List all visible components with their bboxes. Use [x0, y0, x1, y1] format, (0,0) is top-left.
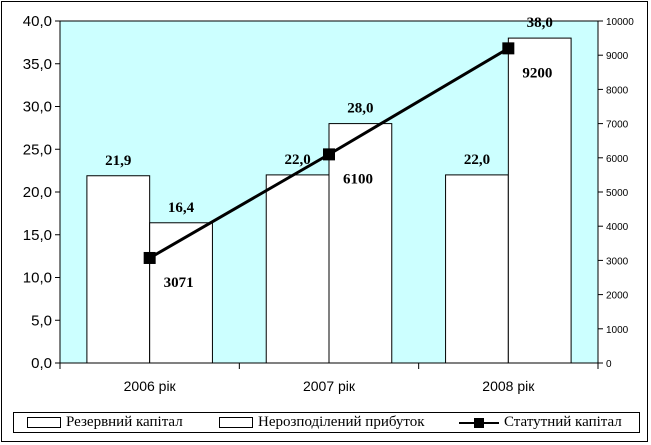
- data-labels: 21,9 16,4 22,0 28,0 22,0 38,0 3071 6100 9200: [105, 15, 558, 292]
- bar-value-label: 22,0: [464, 152, 490, 168]
- legend-item-reserve: Резервний капітал: [27, 413, 183, 432]
- legend-label-retained: Нерозподілений прибуток: [258, 414, 425, 430]
- line-value-label: 3071: [164, 275, 194, 291]
- right-tick-label: 5000: [606, 188, 629, 199]
- right-tick-label: 10000: [606, 17, 634, 28]
- left-tick-label: 0,0: [31, 355, 52, 372]
- left-axis: 0,0 5,0 10,0 15,0 20,0 25,0 30,0 35,0 40,0: [23, 13, 61, 372]
- right-tick-label: 0: [606, 359, 612, 370]
- bar-value-label: 21,9: [105, 153, 131, 169]
- line-point-marker: [502, 42, 515, 55]
- right-tick-label: 3000: [606, 256, 629, 267]
- line-value-label-bg: [517, 62, 558, 83]
- bar-retained: [507, 37, 572, 364]
- category-label: 2007 рік: [303, 378, 356, 394]
- bar-value-label: 28,0: [347, 101, 373, 117]
- left-tick-label: 15,0: [23, 227, 52, 244]
- line-series: [143, 42, 515, 264]
- category-label: 2008 рік: [482, 378, 535, 394]
- right-tick-label: 2000: [606, 291, 629, 302]
- bar-retained: [149, 222, 213, 364]
- legend-swatch-reserve: [27, 417, 61, 428]
- left-tick-label: 40,0: [23, 13, 52, 30]
- left-tick-label: 10,0: [23, 270, 52, 287]
- bar-value-label: 16,4: [168, 200, 195, 216]
- right-tick-label: 8000: [606, 85, 629, 96]
- bar-reserve: [445, 174, 509, 364]
- right-tick-label: 7000: [606, 120, 629, 131]
- line-point-marker: [323, 148, 335, 161]
- line-value-label-bg: [158, 271, 199, 292]
- legend-label-reserve: Резервний капітал: [66, 414, 183, 430]
- right-axis: 0 1000 2000 3000 4000 5000 6000 7000 8000 9000 100…: [597, 17, 634, 370]
- bar-reserve: [86, 175, 151, 364]
- right-tick-label: 9000: [606, 51, 629, 62]
- legend-label-authorized: Статутний капітал: [504, 414, 622, 430]
- bar-value-label: 22,0: [284, 152, 310, 168]
- left-tick-label: 5,0: [31, 312, 52, 329]
- legend-swatch-authorized: [459, 417, 499, 429]
- category-label: 2006 рік: [124, 378, 177, 394]
- right-tick-label: 1000: [606, 325, 629, 336]
- left-tick-label: 30,0: [23, 99, 52, 116]
- right-tick-label: 4000: [606, 222, 629, 233]
- line-value-label: 6100: [343, 171, 373, 187]
- line-value-label: 9200: [522, 65, 552, 81]
- bars: [86, 37, 572, 364]
- legend-swatch-retained: [219, 417, 253, 428]
- line-value-label-bg: [338, 168, 378, 189]
- left-tick-label: 25,0: [23, 141, 52, 158]
- line-point-marker: [143, 251, 156, 264]
- legend: Резервний капітал Нерозподілений прибуто…: [13, 412, 640, 433]
- legend-item-retained: Нерозподілений прибуток: [219, 413, 425, 432]
- legend-item-authorized: Статутний капітал: [459, 413, 622, 432]
- right-tick-label: 6000: [606, 154, 629, 165]
- left-tick-label: 35,0: [23, 56, 52, 73]
- left-tick-label: 20,0: [23, 184, 52, 201]
- bar-retained: [328, 123, 393, 364]
- bar-reserve: [265, 174, 330, 364]
- bar-value-label: 38,0: [527, 15, 553, 31]
- bottom-axis: 2006 рік 2007 рік 2008 рік: [59, 362, 599, 394]
